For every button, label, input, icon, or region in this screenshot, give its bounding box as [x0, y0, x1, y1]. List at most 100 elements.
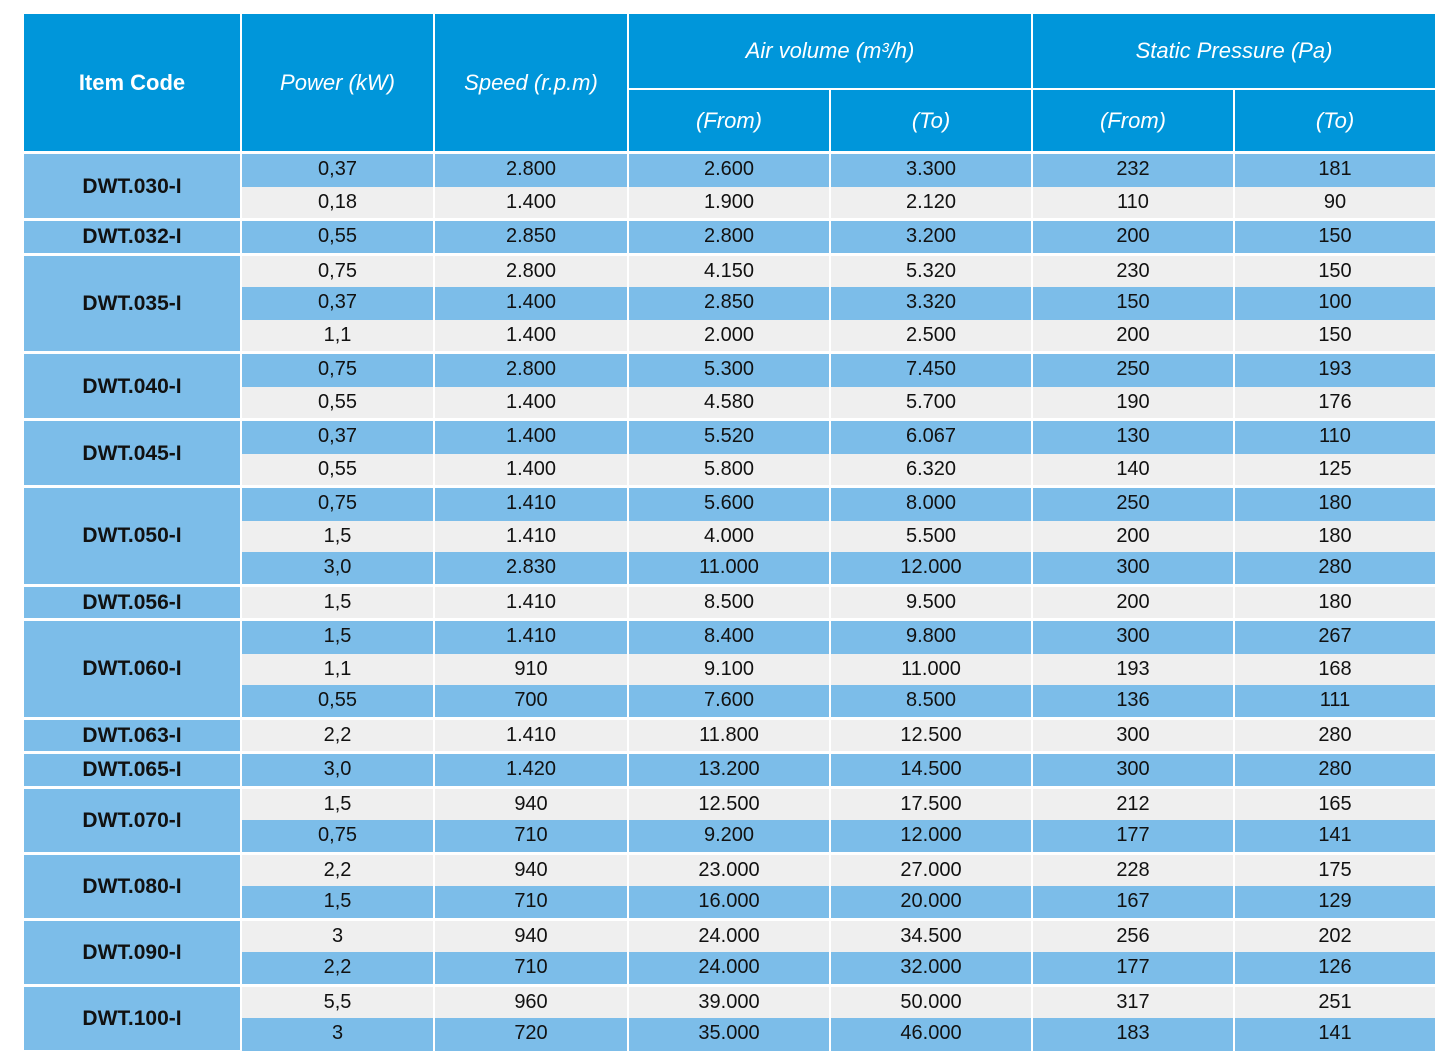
power-cell: 3 [240, 1018, 435, 1051]
header-speed: Speed (r.p.m) [433, 14, 629, 154]
static-pressure-from-cell: 300 [1031, 751, 1235, 788]
item-code-cell: DWT.063-I [22, 716, 242, 753]
power-cell: 0,55 [240, 453, 435, 487]
air-volume-to-cell: 3.300 [829, 151, 1033, 187]
table-row: 0,55 700 7.600 8.500 136 111 [23, 685, 1437, 719]
static-pressure-to-cell: 90 [1233, 186, 1437, 220]
air-volume-to-cell: 11.000 [829, 653, 1033, 685]
speed-cell: 700 [433, 685, 629, 719]
static-pressure-from-cell: 250 [1031, 485, 1235, 521]
power-cell: 5,5 [240, 983, 435, 1018]
power-cell: 0,75 [240, 351, 435, 387]
speed-cell: 1.410 [433, 583, 629, 620]
power-cell: 1,5 [240, 785, 435, 820]
static-pressure-from-cell: 232 [1031, 151, 1235, 187]
static-pressure-from-cell: 177 [1031, 952, 1235, 986]
static-pressure-to-cell: 125 [1233, 453, 1437, 487]
air-volume-from-cell: 2.800 [627, 218, 831, 255]
static-pressure-to-cell: 280 [1233, 552, 1437, 586]
speed-cell: 1.410 [433, 520, 629, 552]
power-cell: 0,18 [240, 186, 435, 220]
static-pressure-from-cell: 140 [1031, 453, 1235, 487]
speed-cell: 710 [433, 820, 629, 854]
air-volume-to-cell: 2.500 [829, 319, 1033, 353]
power-cell: 3,0 [240, 751, 435, 788]
static-pressure-to-cell: 280 [1233, 751, 1437, 788]
air-volume-from-cell: 8.500 [627, 583, 831, 620]
power-cell: 0,55 [240, 386, 435, 420]
static-pressure-from-cell: 300 [1031, 618, 1235, 654]
power-cell: 0,55 [240, 685, 435, 719]
power-cell: 0,37 [240, 151, 435, 187]
item-code-cell: DWT.040-I [22, 351, 242, 420]
static-pressure-to-cell: 150 [1233, 252, 1437, 287]
air-volume-from-cell: 4.580 [627, 386, 831, 420]
air-volume-from-cell: 7.600 [627, 685, 831, 719]
item-code-cell: DWT.056-I [22, 583, 242, 620]
air-volume-from-cell: 4.000 [627, 520, 831, 552]
static-pressure-from-cell: 200 [1031, 218, 1235, 255]
speed-cell: 1.400 [433, 453, 629, 487]
speed-cell: 1.400 [433, 186, 629, 220]
air-volume-from-cell: 35.000 [627, 1018, 831, 1051]
table-row: 0,75 710 9.200 12.000 177 141 [23, 820, 1437, 854]
speed-cell: 2.830 [433, 552, 629, 586]
table-row: 0,55 1.400 4.580 5.700 190 176 [23, 386, 1437, 420]
air-volume-from-cell: 5.600 [627, 485, 831, 521]
air-volume-from-cell: 5.800 [627, 453, 831, 487]
item-code-cell: DWT.080-I [22, 851, 242, 919]
static-pressure-to-cell: 111 [1233, 685, 1437, 719]
air-volume-to-cell: 14.500 [829, 751, 1033, 788]
header-air-volume-from: (From) [627, 89, 831, 154]
table-row: DWT.080-I 2,2 940 23.000 27.000 228 175 [22, 851, 1437, 919]
item-code-cell: DWT.100-I [22, 983, 242, 1050]
air-volume-from-cell: 8.400 [627, 618, 831, 654]
air-volume-to-cell: 3.200 [829, 218, 1033, 255]
static-pressure-to-cell: 141 [1233, 1018, 1437, 1051]
speed-cell: 1.410 [433, 618, 629, 654]
static-pressure-to-cell: 150 [1233, 319, 1437, 353]
air-volume-from-cell: 13.200 [627, 751, 831, 788]
power-cell: 0,37 [240, 418, 435, 454]
speed-cell: 2.800 [433, 252, 629, 287]
table-row: DWT.065-I 3,0 1.420 13.200 14.500 300 280 [22, 751, 1437, 788]
air-volume-to-cell: 12.500 [829, 716, 1033, 753]
static-pressure-from-cell: 200 [1031, 583, 1235, 620]
air-volume-from-cell: 9.200 [627, 820, 831, 854]
air-volume-from-cell: 12.500 [627, 785, 831, 820]
static-pressure-from-cell: 256 [1031, 917, 1235, 952]
static-pressure-to-cell: 110 [1233, 418, 1437, 454]
air-volume-to-cell: 12.000 [829, 820, 1033, 854]
air-volume-to-cell: 32.000 [829, 952, 1033, 986]
air-volume-from-cell: 16.000 [627, 886, 831, 920]
power-cell: 1,5 [240, 618, 435, 654]
item-code-cell: DWT.045-I [22, 418, 242, 487]
speed-cell: 720 [433, 1018, 629, 1051]
power-cell: 1,1 [240, 319, 435, 353]
air-volume-from-cell: 2.600 [627, 151, 831, 187]
item-code-cell: DWT.065-I [22, 751, 242, 788]
power-cell: 2,2 [240, 952, 435, 986]
static-pressure-to-cell: 180 [1233, 583, 1437, 620]
power-cell: 3 [240, 917, 435, 952]
air-volume-from-cell: 24.000 [627, 917, 831, 952]
air-volume-from-cell: 24.000 [627, 952, 831, 986]
air-volume-to-cell: 3.320 [829, 287, 1033, 320]
table-row: DWT.070-I 1,5 940 12.500 17.500 212 165 [22, 785, 1437, 853]
power-cell: 0,75 [240, 485, 435, 521]
static-pressure-from-cell: 200 [1031, 520, 1235, 552]
static-pressure-from-cell: 193 [1031, 653, 1235, 685]
table-row: DWT.035-I 0,75 2.800 4.150 5.320 230 150 [22, 252, 1437, 353]
air-volume-to-cell: 17.500 [829, 785, 1033, 820]
air-volume-from-cell: 2.000 [627, 319, 831, 353]
air-volume-from-cell: 9.100 [627, 653, 831, 685]
air-volume-to-cell: 5.500 [829, 520, 1033, 552]
air-volume-to-cell: 7.450 [829, 351, 1033, 387]
air-volume-to-cell: 46.000 [829, 1018, 1033, 1051]
static-pressure-to-cell: 176 [1233, 386, 1437, 420]
static-pressure-to-cell: 175 [1233, 851, 1437, 886]
speed-cell: 940 [433, 851, 629, 886]
table-row: DWT.060-I 1,5 1.410 8.400 9.800 300 267 [22, 618, 1437, 719]
fan-spec-table: Item Code Power (kW) Speed (r.p.m) Air v… [22, 14, 1437, 1051]
table-row: DWT.090-I 3 940 24.000 34.500 256 202 [22, 917, 1437, 985]
